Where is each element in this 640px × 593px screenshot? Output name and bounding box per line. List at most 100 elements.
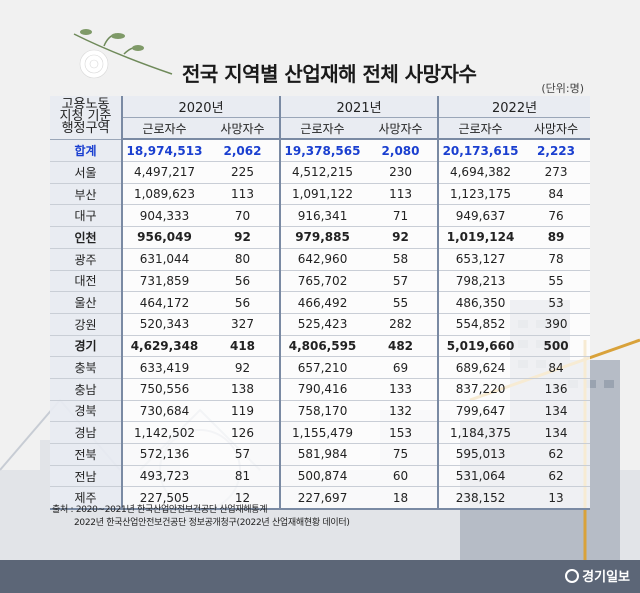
region-cell: 인천 [50,226,123,249]
region-cell: 대구 [50,204,123,228]
deaths-cell: 76 [522,204,591,228]
workers-cell: 916,341 [279,204,365,228]
deaths-cell: 92 [206,226,281,249]
workers-cell: 531,064 [437,465,523,488]
deaths-cell: 136 [522,378,591,401]
workers-cell: 5,019,660 [437,335,523,358]
workers-cell: 4,497,217 [122,161,206,184]
region-cell: 전남 [50,465,123,488]
workers-cell: 657,210 [279,356,365,379]
workers-cell: 18,974,513 [122,139,206,163]
source-line-2: 2022년 한국산업안전보건공단 정보공개청구(2022년 산업재해현황 데이터… [74,518,350,528]
workers-cell: 520,343 [122,313,206,336]
deaths-cell: 134 [522,400,591,423]
year-header-row: 고용노동 지청 기준 행정구역 2020년 2021년 2022년 [50,96,591,140]
workers-cell: 464,172 [122,291,206,314]
region-cell: 부산 [50,183,123,206]
source-line-1: 출처 : 2020~2021년 한국산업안전보건공단 산업재해통계 [52,505,268,515]
workers-cell: 493,723 [122,465,206,488]
deaths-cell: 113 [206,183,281,206]
deaths-cell: 80 [206,248,281,271]
deaths-cell: 60 [364,465,439,488]
workers-cell: 1,155,479 [279,421,365,444]
table-row: 인천 956,049 92 979,885 92 1,019,124 89 [50,226,591,249]
table-row: 대구 904,333 70 916,341 71 949,637 76 [50,204,591,228]
sub-header-row: 근로자수 사망자수 근로자수 사망자수 근로자수 사망자수 [50,117,591,141]
table-row: 대전 731,859 56 765,702 57 798,213 55 [50,270,591,293]
deaths-header: 사망자수 [522,117,591,141]
deaths-cell: 13 [522,486,591,511]
region-cell: 경기 [50,335,123,358]
workers-cell: 4,694,382 [437,161,523,184]
workers-cell: 653,127 [437,248,523,271]
workers-cell: 525,423 [279,313,365,336]
table-row: 울산 464,172 56 466,492 55 486,350 53 [50,291,591,314]
region-cell: 제주 [50,486,123,511]
workers-cell: 581,984 [279,443,365,466]
source-note: 출처 : 2020~2021년 한국산업안전보건공단 산업재해통계 2022년 … [52,504,350,530]
deaths-cell: 56 [206,270,281,293]
corner-header: 고용노동 지청 기준 행정구역 [50,96,123,140]
deaths-cell: 75 [364,443,439,466]
workers-cell: 799,647 [437,400,523,423]
workers-cell: 20,173,615 [437,139,523,163]
deaths-cell: 500 [522,335,591,358]
workers-cell: 790,416 [279,378,365,401]
workers-cell: 227,697 [279,486,365,511]
workers-cell: 758,170 [279,400,365,423]
workers-cell: 1,142,502 [122,421,206,444]
year-2021-header: 2021년 [279,96,439,118]
region-cell: 합계 [50,139,123,163]
deaths-cell: 282 [364,313,439,336]
deaths-cell: 84 [522,183,591,206]
table-row: 강원 520,343 327 525,423 282 554,852 390 [50,313,591,336]
workers-cell: 631,044 [122,248,206,271]
region-cell: 전북 [50,443,123,466]
workers-cell: 4,806,595 [279,335,365,358]
workers-cell: 486,350 [437,291,523,314]
deaths-cell: 482 [364,335,439,358]
workers-cell: 731,859 [122,270,206,293]
deaths-cell: 57 [206,443,281,466]
deaths-cell: 55 [522,270,591,293]
region-cell: 광주 [50,248,123,271]
deaths-cell: 78 [522,248,591,271]
workers-cell: 689,624 [437,356,523,379]
deaths-cell: 70 [206,204,281,228]
table-row: 전북 572,136 57 581,984 75 595,013 62 [50,443,591,466]
workers-cell: 730,684 [122,400,206,423]
deaths-header: 사망자수 [364,117,439,141]
deaths-cell: 2,080 [364,139,439,163]
table-row: 부산 1,089,623 113 1,091,122 113 1,123,175 84 [50,183,591,206]
table-row: 경남 1,142,502 126 1,155,479 153 1,184,375 134 [50,421,591,444]
workers-cell: 750,556 [122,378,206,401]
region-cell: 충남 [50,378,123,401]
deaths-cell: 153 [364,421,439,444]
region-cell: 충북 [50,356,123,379]
workers-cell: 979,885 [279,226,365,249]
unit-note: (단위:명) [541,82,584,95]
deaths-cell: 134 [522,421,591,444]
workers-header: 근로자수 [122,117,206,141]
deaths-cell: 390 [522,313,591,336]
workers-header: 근로자수 [437,117,523,141]
region-cell: 서울 [50,161,123,184]
workers-cell: 4,629,348 [122,335,206,358]
deaths-cell: 58 [364,248,439,271]
deaths-cell: 126 [206,421,281,444]
workers-cell: 956,049 [122,226,206,249]
deaths-cell: 56 [206,291,281,314]
table-row: 광주 631,044 80 642,960 58 653,127 78 [50,248,591,271]
deaths-cell: 53 [522,291,591,314]
deaths-cell: 92 [206,356,281,379]
workers-cell: 1,091,122 [279,183,365,206]
deaths-cell: 418 [206,335,281,358]
table-row: 전남 493,723 81 500,874 60 531,064 62 [50,465,591,488]
deaths-cell: 57 [364,270,439,293]
deaths-cell: 84 [522,356,591,379]
region-cell: 경남 [50,421,123,444]
workers-cell: 1,019,124 [437,226,523,249]
deaths-cell: 133 [364,378,439,401]
logo-text: 경기일보 [582,570,630,585]
workers-header: 근로자수 [279,117,365,141]
